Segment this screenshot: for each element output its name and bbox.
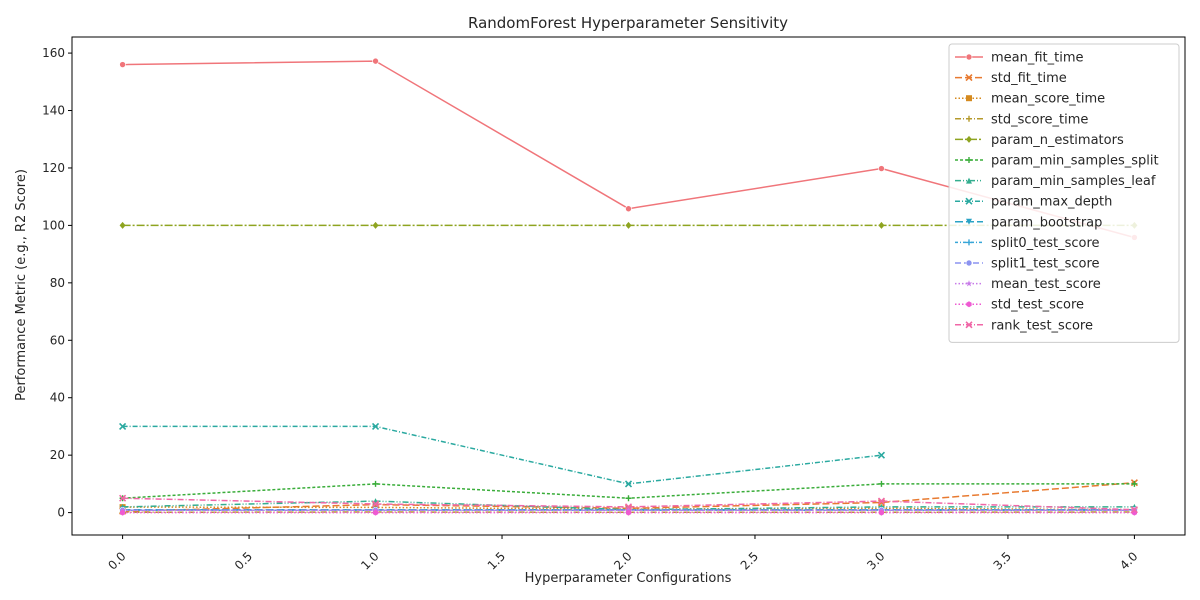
y-axis-ticks: 0 20 40 60 80 100 120 140 160: [42, 46, 72, 520]
legend-item: split1_test_score: [955, 257, 1100, 272]
legend-marker: [965, 259, 973, 267]
data-point: [878, 509, 885, 516]
x-axis-ticks: 0.0 0.5 1.0 1.5 2.0 2.5 3.0 3.5 4.0: [105, 535, 1141, 573]
legend-marker: [966, 157, 972, 163]
legend-label: rank_test_score: [991, 318, 1093, 333]
legend-item: rank_test_score: [955, 318, 1093, 333]
y-axis-label: Performance Metric (e.g., R2 Score): [14, 169, 29, 401]
legend-marker: [966, 177, 972, 184]
legend-label: param_bootstrap: [991, 215, 1102, 230]
legend-marker: [966, 301, 972, 308]
y-tick-label: 100: [42, 218, 65, 232]
x-tick-label: 2.5: [738, 549, 761, 572]
legend-item: param_min_samples_split: [955, 154, 1159, 169]
y-tick-label: 60: [50, 333, 65, 347]
legend-label: split1_test_score: [991, 257, 1100, 272]
legend-marker: [965, 53, 973, 61]
legend-label: std_score_time: [991, 112, 1088, 127]
data-point: [625, 509, 632, 516]
data-point: [119, 221, 126, 229]
x-tick-label: 3.0: [864, 549, 887, 572]
legend-marker: [965, 321, 973, 329]
data-point: [119, 61, 126, 68]
y-tick-label: 40: [50, 391, 65, 405]
legend-label: param_max_depth: [991, 195, 1112, 210]
legend-label: param_n_estimators: [991, 133, 1124, 148]
data-point: [878, 165, 885, 172]
data-point: [372, 221, 379, 229]
y-tick-label: 140: [42, 104, 65, 118]
legend-marker: [965, 197, 973, 205]
data-point: [119, 494, 127, 502]
data-point: [877, 497, 886, 505]
x-tick-label: 3.5: [991, 549, 1014, 572]
series-rank-test-score: [119, 494, 1138, 514]
legend-label: std_fit_time: [991, 71, 1067, 86]
y-tick-label: 80: [50, 276, 65, 290]
legend-label: param_min_samples_split: [991, 154, 1159, 169]
data-point: [878, 221, 885, 229]
x-tick-label: 1.5: [485, 549, 508, 572]
series-param-max-depth: [119, 422, 886, 488]
legend-label: mean_fit_time: [991, 51, 1084, 66]
legend-item: param_max_depth: [955, 195, 1112, 210]
legend-item: split0_test_score: [955, 236, 1100, 251]
legend-item: param_min_samples_leaf: [955, 174, 1156, 189]
chart-title: RandomForest Hyperparameter Sensitivity: [468, 14, 788, 32]
x-axis-label: Hyperparameter Configurations: [525, 571, 732, 586]
data-point: [625, 495, 632, 502]
series-line: [122, 425, 882, 485]
y-tick-label: 120: [42, 161, 65, 175]
legend-item: param_bootstrap: [955, 215, 1102, 230]
y-tick-label: 160: [42, 46, 65, 60]
legend-item: mean_score_time: [955, 92, 1105, 107]
x-tick-label: 0.0: [105, 549, 128, 572]
series-line: [122, 506, 1135, 511]
legend-label: mean_score_time: [991, 92, 1105, 107]
data-point: [624, 503, 633, 511]
legend-marker: [966, 95, 972, 102]
legend-item: param_n_estimators: [955, 133, 1124, 148]
data-point: [1130, 506, 1138, 514]
data-point: [372, 480, 379, 487]
series-line: [122, 497, 1135, 511]
legend-item: mean_test_score: [955, 277, 1101, 292]
data-point: [371, 500, 380, 508]
legend-marker: [966, 239, 972, 246]
legend-marker: [965, 280, 973, 287]
legend-label: split0_test_score: [991, 236, 1100, 251]
x-tick-label: 4.0: [1117, 549, 1140, 572]
x-tick-label: 1.0: [358, 549, 381, 572]
data-point: [119, 509, 126, 516]
data-point: [1131, 480, 1138, 487]
legend-item: mean_fit_time: [955, 51, 1084, 66]
legend: mean_fit_time std_fit_time mean_score_time…: [948, 43, 1180, 343]
y-tick-label: 0: [57, 506, 65, 520]
data-point: [625, 221, 632, 229]
data-point: [877, 451, 886, 459]
legend-item: std_test_score: [955, 298, 1084, 313]
data-point: [878, 480, 885, 487]
legend-marker: [966, 135, 972, 143]
legend-marker: [966, 218, 972, 225]
legend-box: [948, 43, 1180, 343]
legend-label: std_test_score: [991, 298, 1084, 313]
legend-marker: [966, 115, 972, 122]
legend-label: param_min_samples_leaf: [991, 174, 1156, 189]
legend-item: std_fit_time: [955, 71, 1067, 86]
legend-label: mean_test_score: [991, 277, 1101, 292]
data-point: [624, 480, 633, 488]
data-point: [372, 509, 379, 516]
x-tick-label: 0.5: [232, 549, 255, 572]
data-point: [119, 422, 127, 431]
x-tick-label: 2.0: [611, 549, 634, 572]
data-point: [625, 205, 632, 213]
legend-marker: [965, 74, 973, 82]
y-tick-label: 20: [50, 448, 65, 462]
data-point: [372, 57, 379, 65]
data-point: [371, 422, 380, 431]
legend-item: std_score_time: [955, 112, 1088, 127]
